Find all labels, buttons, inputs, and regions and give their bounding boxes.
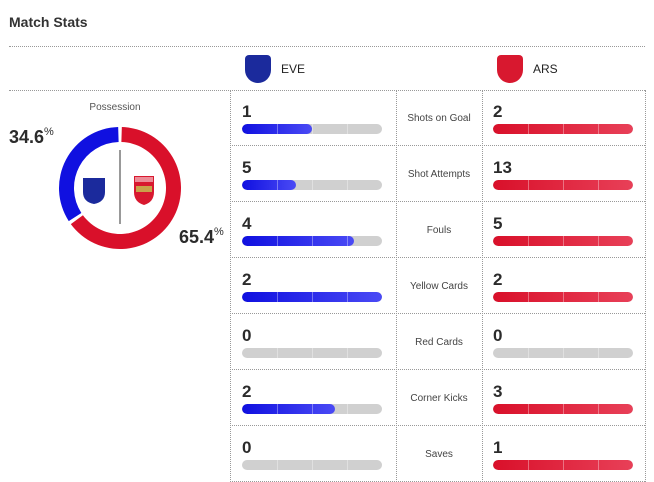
- stat-label: Yellow Cards: [410, 280, 468, 292]
- home-team-header: EVE: [245, 55, 305, 83]
- away-stat-bar: [493, 292, 633, 302]
- stat-label: Red Cards: [415, 336, 463, 348]
- home-stat-value: 5: [242, 158, 252, 177]
- stat-row: 5 Shot Attempts 13: [230, 146, 645, 202]
- away-stat-bar: [493, 404, 633, 414]
- home-stat-value: 0: [242, 438, 252, 457]
- home-possession-value: 34.6%: [9, 126, 54, 147]
- home-stat-bar: [242, 348, 382, 358]
- home-stat-bar-fill: [242, 180, 296, 190]
- home-stat-bar: [242, 180, 382, 190]
- stat-row: 0 Saves 1: [230, 426, 645, 482]
- home-team-abbr: EVE: [281, 62, 306, 76]
- away-stat-bar: [493, 348, 633, 358]
- away-stat-bar-fill: [493, 236, 633, 246]
- possession-donut-chart: [59, 127, 181, 249]
- stat-label: Corner Kicks: [410, 392, 468, 404]
- stat-label: Shot Attempts: [407, 168, 471, 180]
- stat-row: 0 Red Cards 0: [230, 314, 645, 370]
- away-team-abbr: ARS: [533, 62, 558, 76]
- home-stat-bar: [242, 292, 382, 302]
- away-stat-value: 2: [493, 270, 503, 289]
- home-stat-value: 4: [242, 214, 252, 233]
- away-stat-bar-fill: [493, 124, 633, 134]
- home-stat-bar: [242, 404, 382, 414]
- home-stat-bar: [242, 460, 382, 470]
- divider: [9, 46, 645, 47]
- home-stat-bar: [242, 124, 382, 134]
- home-stat-value: 2: [242, 382, 252, 401]
- away-stat-bar-fill: [493, 404, 633, 414]
- everton-crest-icon: [83, 178, 105, 204]
- home-stat-bar-fill: [242, 292, 382, 302]
- home-stat-bar-fill: [242, 236, 354, 246]
- away-stat-value: 1: [493, 438, 503, 457]
- stat-row: 2 Corner Kicks 3: [230, 370, 645, 426]
- away-stat-value: 5: [493, 214, 503, 233]
- away-stat-value: 13: [493, 158, 512, 177]
- stat-row: 2 Yellow Cards 2: [230, 258, 645, 314]
- away-stat-value: 3: [493, 382, 503, 401]
- away-stat-bar: [493, 124, 633, 134]
- page-title: Match Stats: [9, 14, 88, 30]
- home-stat-bar: [242, 236, 382, 246]
- home-stat-bar-fill: [242, 404, 336, 414]
- stat-label: Saves: [425, 448, 453, 460]
- away-stat-bar: [493, 180, 633, 190]
- away-stat-bar: [493, 236, 633, 246]
- home-stat-value: 0: [242, 326, 252, 345]
- everton-crest-icon: [245, 55, 271, 83]
- divider: [482, 90, 483, 482]
- away-stat-bar-fill: [493, 460, 633, 470]
- stat-label: Shots on Goal: [407, 112, 471, 124]
- arsenal-crest-icon: [497, 55, 523, 83]
- home-possession-arc: [59, 127, 119, 222]
- home-stat-value: 2: [242, 270, 252, 289]
- stat-row: 4 Fouls 5: [230, 202, 645, 258]
- away-stat-bar-fill: [493, 292, 633, 302]
- away-team-header: ARS: [497, 55, 558, 83]
- away-possession-value: 65.4%: [179, 226, 224, 247]
- divider: [230, 90, 231, 482]
- stat-label: Fouls: [426, 224, 452, 236]
- away-stat-bar-fill: [493, 180, 633, 190]
- possession-label: Possession: [89, 102, 141, 113]
- home-stat-value: 1: [242, 102, 252, 121]
- arsenal-crest-icon: [134, 176, 154, 205]
- away-stat-value: 0: [493, 326, 503, 345]
- away-stat-value: 2: [493, 102, 503, 121]
- divider: [9, 90, 645, 91]
- divider: [396, 90, 397, 482]
- away-stat-bar: [493, 460, 633, 470]
- divider: [645, 90, 646, 482]
- stat-row: 1 Shots on Goal 2: [230, 90, 645, 146]
- home-stat-bar-fill: [242, 124, 312, 134]
